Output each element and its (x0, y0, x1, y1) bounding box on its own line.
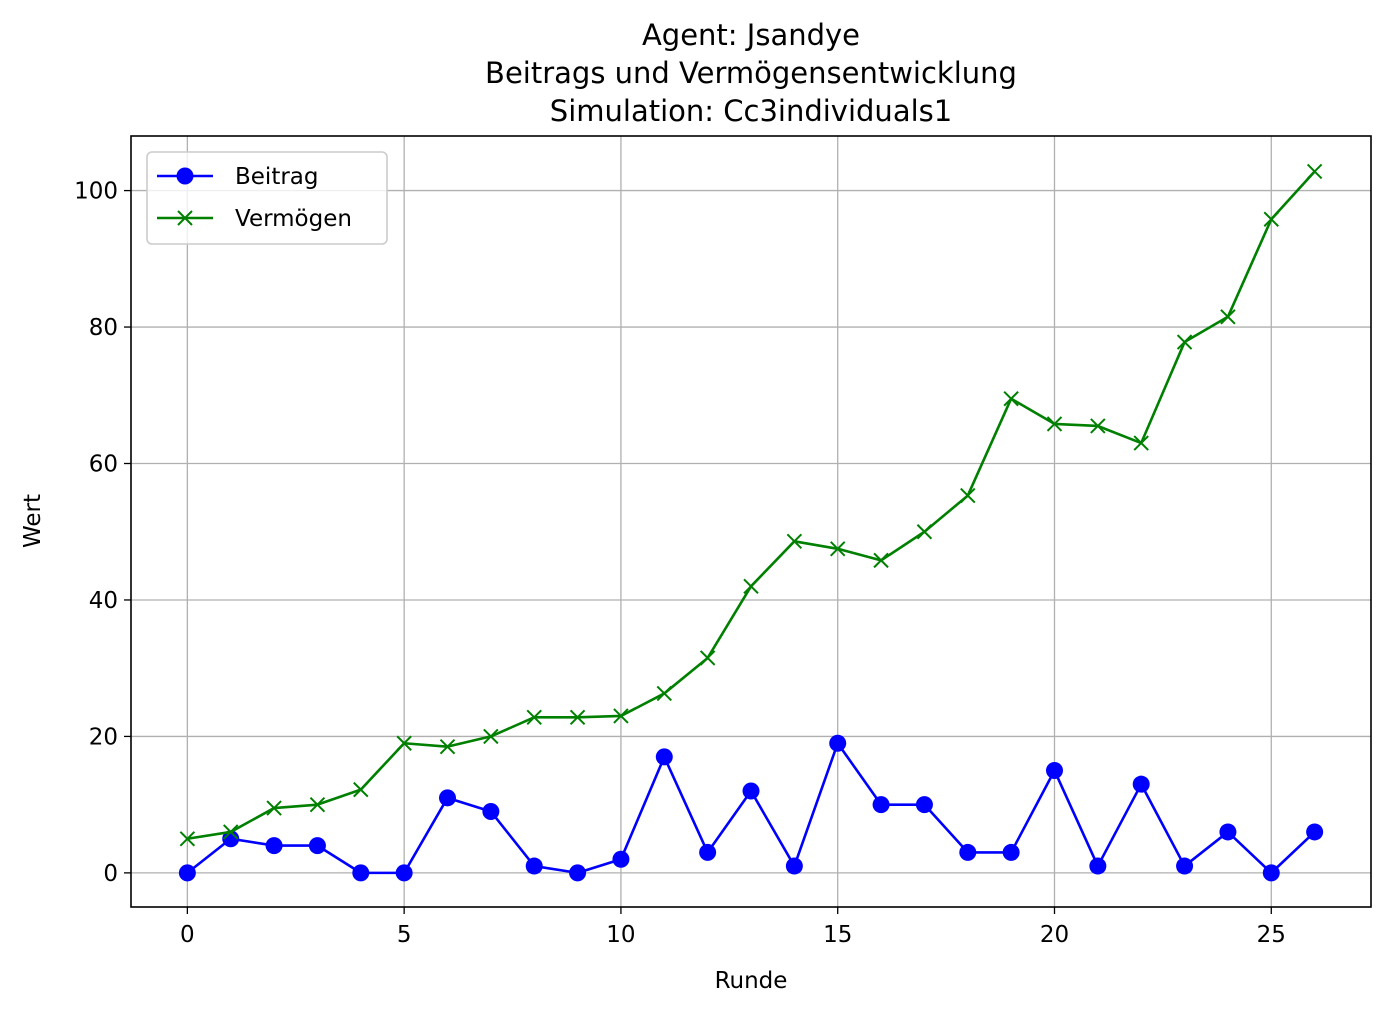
x-tick-label: 5 (397, 922, 412, 948)
data-point-beitrag (482, 802, 500, 820)
x-tick-label: 0 (180, 922, 195, 948)
data-point-beitrag (872, 796, 890, 814)
data-point-beitrag (1045, 762, 1063, 780)
data-point-vermoegen (743, 578, 759, 595)
data-point-beitrag (612, 850, 630, 868)
data-point-vermoegen (1263, 211, 1279, 227)
y-tick-label: 60 (89, 452, 118, 478)
data-point-vermoegen (179, 831, 196, 847)
data-point-vermoegen (526, 709, 542, 726)
data-point-vermoegen (786, 533, 803, 549)
data-point-vermoegen (439, 738, 456, 755)
chart-title-line-1: Agent: Jsandye (642, 18, 860, 52)
ticks: 0 5 10 15 20 25 0 20 40 60 80 100 (74, 179, 1286, 948)
data-point-beitrag (959, 843, 977, 861)
x-tick-label: 25 (1257, 922, 1286, 948)
data-point-beitrag (395, 864, 413, 882)
data-point-beitrag (1262, 864, 1280, 882)
data-point-beitrag (178, 864, 196, 882)
legend-beitrag-label: Beitrag (235, 164, 319, 190)
y-tick-label: 80 (89, 315, 118, 341)
data-point-vermoegen (1046, 416, 1063, 432)
data-point-beitrag (785, 857, 803, 875)
data-point-beitrag (525, 857, 543, 875)
data-point-vermoegen (613, 708, 629, 724)
data-point-vermoegen (699, 650, 716, 666)
x-tick-label: 10 (606, 922, 635, 948)
data-point-beitrag (1002, 843, 1020, 861)
y-axis-label: Wert (20, 494, 46, 548)
data-point-vermoegen (353, 781, 369, 798)
data-point-beitrag (829, 734, 847, 752)
data-point-beitrag (352, 864, 370, 882)
data-point-vermoegen (656, 685, 672, 702)
y-tick-label: 100 (74, 179, 118, 205)
data-point-beitrag (1176, 857, 1194, 875)
data-point-vermoegen (1003, 390, 1019, 407)
legend-vermoegen-label: Vermögen (235, 206, 352, 232)
data-point-beitrag (439, 789, 457, 807)
data-point-beitrag (265, 837, 283, 855)
x-tick-label: 20 (1040, 922, 1069, 948)
data-point-vermoegen (223, 824, 239, 840)
plot-frame (130, 135, 1372, 908)
data-point-vermoegen (1176, 334, 1193, 350)
legend-beitrag-marker (176, 167, 194, 185)
data-point-beitrag (308, 837, 326, 855)
data-point-vermoegen (1133, 435, 1149, 451)
y-tick-label: 20 (89, 724, 118, 750)
data-point-beitrag (1219, 823, 1237, 841)
data-point-vermoegen (266, 800, 282, 816)
data-point-beitrag (742, 782, 760, 800)
data-point-vermoegen (960, 487, 976, 504)
y-tick-label: 0 (103, 861, 118, 887)
data-point-vermoegen (1090, 418, 1106, 434)
data-point-vermoegen (1220, 309, 1236, 325)
data-point-vermoegen (916, 524, 933, 540)
legend-vermoegen-marker (177, 210, 193, 226)
y-tick-label: 40 (89, 588, 118, 614)
data-point-beitrag (569, 864, 587, 882)
data-point-vermoegen (873, 552, 889, 569)
series-layer (178, 163, 1324, 882)
x-axis-label: Runde (715, 968, 788, 994)
data-point-beitrag (655, 748, 673, 766)
data-point-vermoegen (483, 728, 499, 745)
data-point-beitrag (222, 830, 240, 848)
data-point-vermoegen (396, 735, 412, 751)
data-point-vermoegen (1306, 163, 1323, 180)
data-point-beitrag (1132, 775, 1150, 793)
data-point-beitrag (1306, 823, 1324, 841)
data-point-vermoegen (309, 796, 326, 813)
x-tick-label: 15 (823, 922, 852, 948)
data-point-beitrag (1089, 857, 1107, 875)
data-point-beitrag (699, 843, 717, 861)
grid (131, 136, 1371, 907)
data-point-vermoegen (569, 709, 586, 726)
data-point-vermoegen (830, 541, 846, 557)
legend: Beitrag Vermögen (146, 151, 388, 245)
chart-title-line-3: Simulation: Cc3individuals1 (550, 94, 952, 128)
data-point-beitrag (915, 796, 933, 814)
chart-title-line-2: Beitrags und Vermögensentwicklung (485, 56, 1017, 90)
